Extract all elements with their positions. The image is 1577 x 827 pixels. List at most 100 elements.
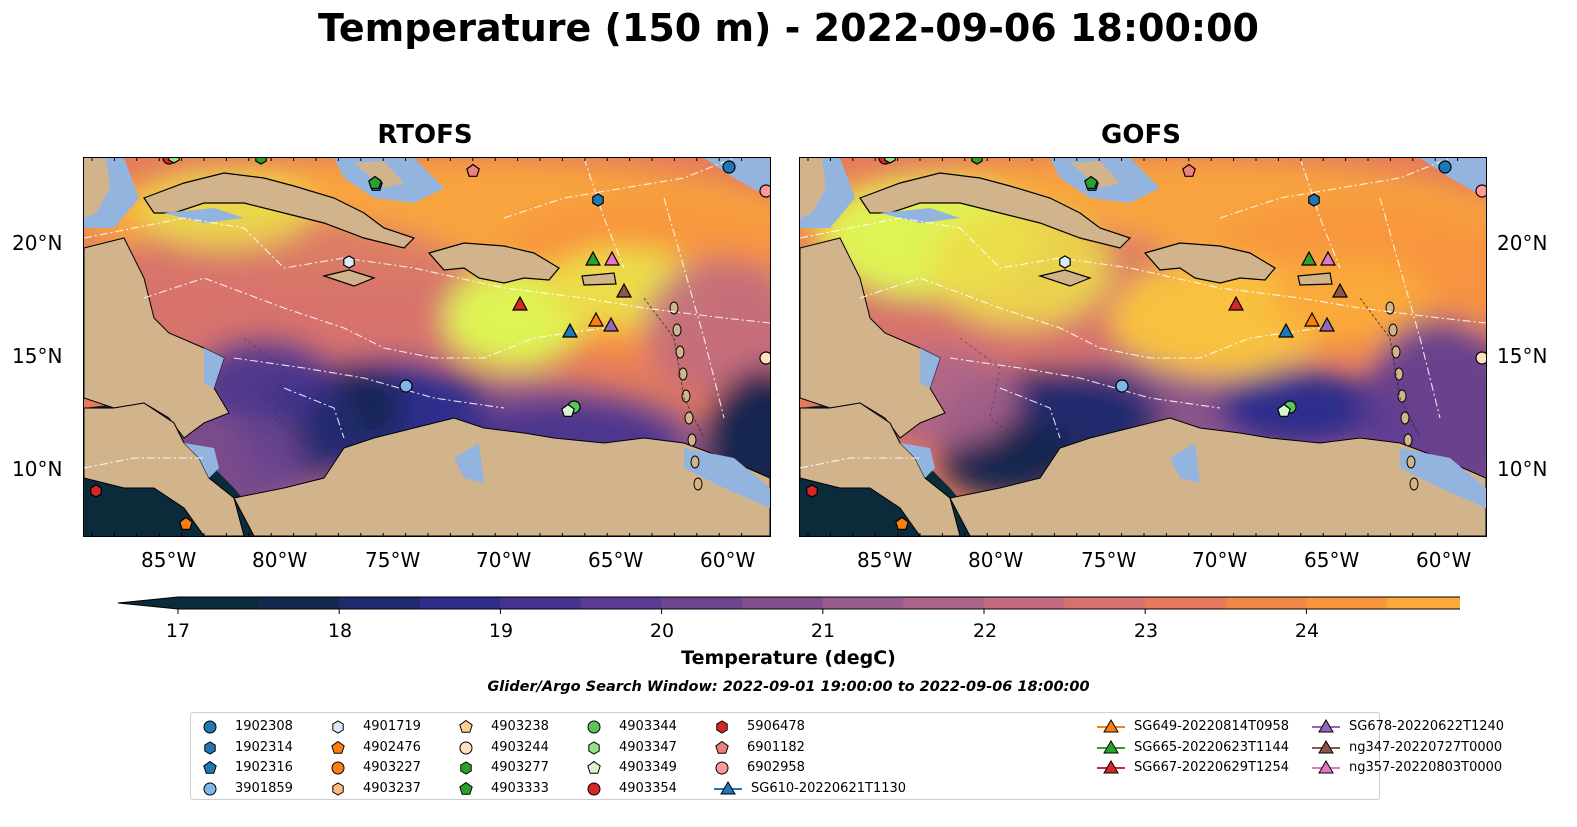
colorbar-tick-21: 21: [811, 620, 835, 642]
lesser-antilles-island: [1409, 477, 1419, 491]
gofs-lon-tick: 70°W: [1192, 548, 1248, 572]
cold-eddy: [1220, 368, 1380, 448]
legend-marker-icon: [588, 740, 600, 755]
nicaragua-shelf: [900, 443, 935, 478]
marker-5906478: [90, 484, 102, 498]
gofs-lon-tick: 65°W: [1304, 548, 1360, 572]
marker-4903347: [168, 158, 180, 164]
legend: 1902308 1902314 1902316 3901859 4901719 49024…: [190, 712, 1504, 800]
bathymetry-contour: [1359, 297, 1421, 439]
marker-SG678-20220622T1240: [1318, 316, 1336, 332]
eez-boundary: [1219, 158, 1451, 219]
marker-1902308: [1438, 160, 1452, 174]
lesser-antilles-island: [678, 367, 688, 381]
bahamas: [354, 161, 404, 188]
temperature-blob: [1270, 258, 1430, 338]
rtofs-panel-title: RTOFS: [377, 120, 473, 150]
eez-boundary: [84, 217, 770, 324]
south-america: [949, 417, 1486, 536]
gofs-lat-tick: 10°N: [1497, 457, 1548, 481]
eez-boundary: [283, 387, 345, 439]
eez-boundary: [800, 217, 1486, 324]
colorbar-cell: [984, 597, 1066, 609]
lesser-antilles-island: [672, 323, 682, 337]
gofs-map: [799, 157, 1487, 537]
gofs-lon-tick: 75°W: [1081, 548, 1137, 572]
colorbar-tick-23: 23: [1134, 620, 1158, 642]
eez-boundary: [233, 357, 505, 409]
marker-SG610-20220621T1130: [1277, 322, 1295, 338]
bathymetry-contour: [643, 297, 705, 439]
lesser-antilles-island: [687, 433, 697, 447]
yucatan-land: [800, 158, 826, 218]
marker-ng357-20220803T0000: [603, 250, 621, 266]
marker-SG667-20220629T1254: [1227, 295, 1245, 311]
lesser-antilles-island: [1397, 389, 1407, 403]
colorbar-tick-19: 19: [489, 620, 513, 642]
legend-marker-icon: [1312, 739, 1340, 753]
lesser-antilles-island: [1406, 455, 1416, 469]
bathymetry-contour: [243, 337, 315, 449]
marker-4903333: [1084, 175, 1098, 189]
legend-marker-icon: [714, 780, 742, 794]
hispaniola: [427, 242, 560, 284]
venezuela-shelf: [1400, 448, 1486, 508]
venezuela-shelf: [684, 448, 770, 508]
marker-4901719: [343, 255, 355, 269]
legend-marker-icon: [331, 740, 345, 754]
belize-shelf: [204, 348, 224, 388]
rtofs-lon-tick: 75°W: [365, 548, 421, 572]
marker-ng357-20220803T0000: [1319, 250, 1337, 266]
marker-6902958: [759, 184, 770, 198]
marker-6901182: [466, 163, 480, 177]
legend-label: 4903354: [619, 780, 677, 796]
colorbar-tick-20: 20: [650, 620, 674, 642]
legend-marker-icon: [587, 760, 601, 774]
colorbar-cell: [903, 597, 985, 609]
legend-marker-icon: [459, 741, 473, 754]
eez-boundary: [143, 277, 605, 359]
bahamas: [1070, 161, 1120, 188]
legend-marker-icon: [203, 782, 217, 795]
colorbar-label: Temperature (degC): [681, 647, 896, 669]
search-window-text: Glider/Argo Search Window: 2022-09-01 19…: [487, 679, 1090, 695]
temperature-blob: [194, 338, 334, 418]
marker-1902314: [1308, 193, 1320, 207]
legend-label: 4903347: [619, 739, 677, 755]
legend-label: SG678-20220622T1240: [1349, 719, 1505, 734]
rtofs-lon-tick: 65°W: [588, 548, 644, 572]
legend-marker-icon: [460, 761, 472, 775]
marker-4903349: [561, 403, 575, 417]
legend-label: 4901719: [363, 719, 421, 734]
colorbar-cell: [339, 597, 421, 609]
legend-marker-icon: [715, 761, 729, 775]
legend-label: SG665-20220623T1144: [1134, 739, 1290, 755]
eez-boundary: [800, 457, 920, 469]
legend-marker-icon: [1312, 719, 1340, 733]
colorbar-tick-18: 18: [328, 620, 352, 642]
lesser-antilles-island: [1400, 411, 1410, 425]
colorbar-cell: [500, 597, 582, 609]
colorbar-cell: [258, 597, 340, 609]
colorbar-cell: [581, 597, 663, 609]
rtofs-map-canvas: [84, 158, 770, 536]
lesser-antilles-island: [693, 477, 703, 491]
rtofs-lon-tick: 70°W: [476, 548, 532, 572]
warm-patch: [930, 208, 1110, 328]
legend-marker-icon: [715, 740, 729, 754]
legend-marker-icon: [1097, 760, 1125, 774]
marker-6902958: [1475, 184, 1486, 198]
eez-boundary: [663, 197, 725, 419]
legend-marker-icon: [203, 760, 217, 774]
colorbar-tick-24: 24: [1295, 620, 1319, 642]
lesser-antilles-island: [675, 345, 685, 359]
legend-label: 4903238: [491, 719, 549, 734]
marker-1902308: [722, 160, 736, 174]
legend-label: ng347-20220727T0000: [1349, 739, 1503, 755]
lesser-antilles-island: [684, 411, 694, 425]
legend-label: 4903277: [491, 760, 549, 775]
legend-label: SG610-20220621T1130: [751, 780, 907, 796]
colorbar-cell: [742, 597, 824, 609]
legend-label: 1902308: [235, 719, 293, 734]
gofs-lon-tick: 80°W: [968, 548, 1024, 572]
